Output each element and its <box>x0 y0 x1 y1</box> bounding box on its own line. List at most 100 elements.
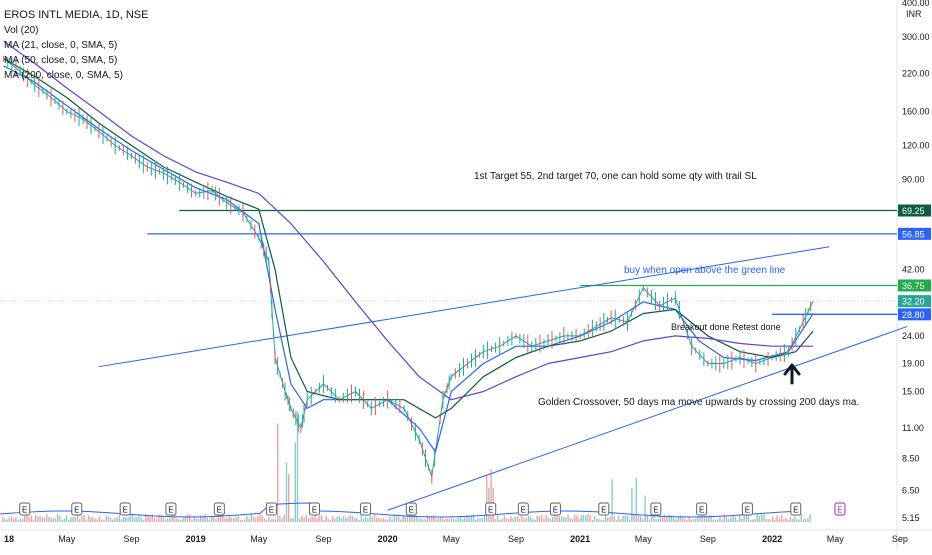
volume-bar <box>235 516 237 522</box>
volume-bar <box>204 514 206 522</box>
volume-bar <box>794 516 796 522</box>
volume-bar <box>750 519 752 522</box>
volume-bar <box>241 519 244 522</box>
volume-bar <box>411 514 413 522</box>
volume-bar <box>644 495 646 522</box>
upcoming-earnings-marker[interactable] <box>834 502 846 516</box>
volume-bar <box>325 516 327 522</box>
volume-bar <box>512 518 514 522</box>
volume-bar <box>424 519 426 522</box>
volume-bar <box>433 515 435 522</box>
volume-bar <box>439 516 442 522</box>
volume-bar <box>413 514 415 522</box>
earnings-marker[interactable] <box>549 502 561 516</box>
earnings-marker[interactable] <box>19 502 31 516</box>
volume-bar <box>274 519 277 522</box>
volume-bar <box>690 519 692 522</box>
volume-bar <box>266 519 268 522</box>
volume-bar <box>541 514 543 522</box>
volume-bar <box>754 518 756 522</box>
volume-bar <box>706 517 708 522</box>
volume-bar <box>444 519 446 522</box>
volume-bar <box>580 515 582 522</box>
x-tick-label: May <box>635 534 653 544</box>
earnings-marker-label: E <box>699 506 704 515</box>
earnings-marker[interactable] <box>71 502 83 516</box>
volume-bar <box>54 518 57 522</box>
volume-bar <box>446 518 448 522</box>
earnings-marker-label: E <box>168 506 173 515</box>
volume-bar <box>96 519 98 522</box>
volume-bar <box>114 518 116 522</box>
volume-bar <box>609 516 611 522</box>
volume-bar <box>248 518 250 522</box>
volume-bar <box>745 515 747 522</box>
volume-bar <box>127 517 129 522</box>
x-tick-label: May <box>58 534 76 544</box>
volume-bar <box>182 517 184 522</box>
volume-bar <box>571 518 574 522</box>
volume-bar <box>226 517 228 522</box>
volume-bar <box>164 519 167 522</box>
volume-bar <box>354 517 356 522</box>
volume-bar <box>101 519 103 522</box>
volume-bar <box>376 517 378 522</box>
earnings-marker[interactable] <box>309 502 321 516</box>
volume-bar <box>151 514 153 522</box>
volume-bar <box>490 469 492 522</box>
earnings-marker[interactable] <box>119 502 131 516</box>
volume-bar <box>736 519 739 522</box>
volume-bar <box>796 519 798 522</box>
earnings-marker[interactable] <box>165 502 177 516</box>
volume-bar <box>670 515 673 522</box>
volume-bar <box>653 514 655 522</box>
volume-bar <box>574 514 576 522</box>
earnings-marker-label: E <box>363 506 368 515</box>
volume-bar <box>677 517 679 522</box>
y-tick-label: 15.00 <box>902 387 925 397</box>
earnings-marker-label: E <box>269 506 274 515</box>
earnings-marker[interactable] <box>790 502 802 516</box>
volume-bar <box>167 518 169 522</box>
volume-bar <box>26 514 28 522</box>
earnings-marker[interactable] <box>213 502 225 516</box>
channel-trendline <box>98 246 830 368</box>
volume-bar <box>681 516 684 522</box>
volume-bar <box>316 518 318 522</box>
volume-bar <box>129 515 131 522</box>
volume-bar <box>296 411 299 522</box>
volume-bar <box>351 515 354 522</box>
price-label: 28.80 <box>902 310 925 320</box>
y-tick-label: 400.00 <box>902 0 930 8</box>
volume-bar <box>13 518 15 522</box>
earnings-marker-label: E <box>312 506 317 515</box>
earnings-marker[interactable] <box>485 502 497 516</box>
annotation-buy-rule: buy when open above the green line <box>624 265 786 276</box>
earnings-marker[interactable] <box>405 502 417 516</box>
volume-bar <box>200 515 202 522</box>
volume-bar <box>43 517 46 522</box>
volume-bar <box>6 519 8 522</box>
volume-bar <box>345 518 347 522</box>
volume-bar <box>367 518 369 522</box>
volume-bar <box>72 517 74 522</box>
earnings-marker[interactable] <box>696 502 708 516</box>
volume-bar <box>387 519 389 522</box>
price-label: 56.85 <box>902 229 925 239</box>
volume-bar <box>329 519 332 522</box>
volume-bar <box>160 515 162 522</box>
earnings-marker-label: E <box>553 506 558 515</box>
earnings-marker[interactable] <box>517 502 529 516</box>
volume-bar <box>780 514 783 522</box>
earnings-marker[interactable] <box>265 502 277 516</box>
earnings-marker[interactable] <box>650 502 662 516</box>
earnings-marker[interactable] <box>741 502 753 516</box>
volume-bar <box>259 514 261 522</box>
x-tick-label: Sep <box>892 534 908 544</box>
volume-bar <box>246 515 248 522</box>
earnings-marker[interactable] <box>598 502 610 516</box>
volume-bar <box>98 516 101 522</box>
volume-bar <box>455 519 457 522</box>
earnings-marker[interactable] <box>360 502 372 516</box>
